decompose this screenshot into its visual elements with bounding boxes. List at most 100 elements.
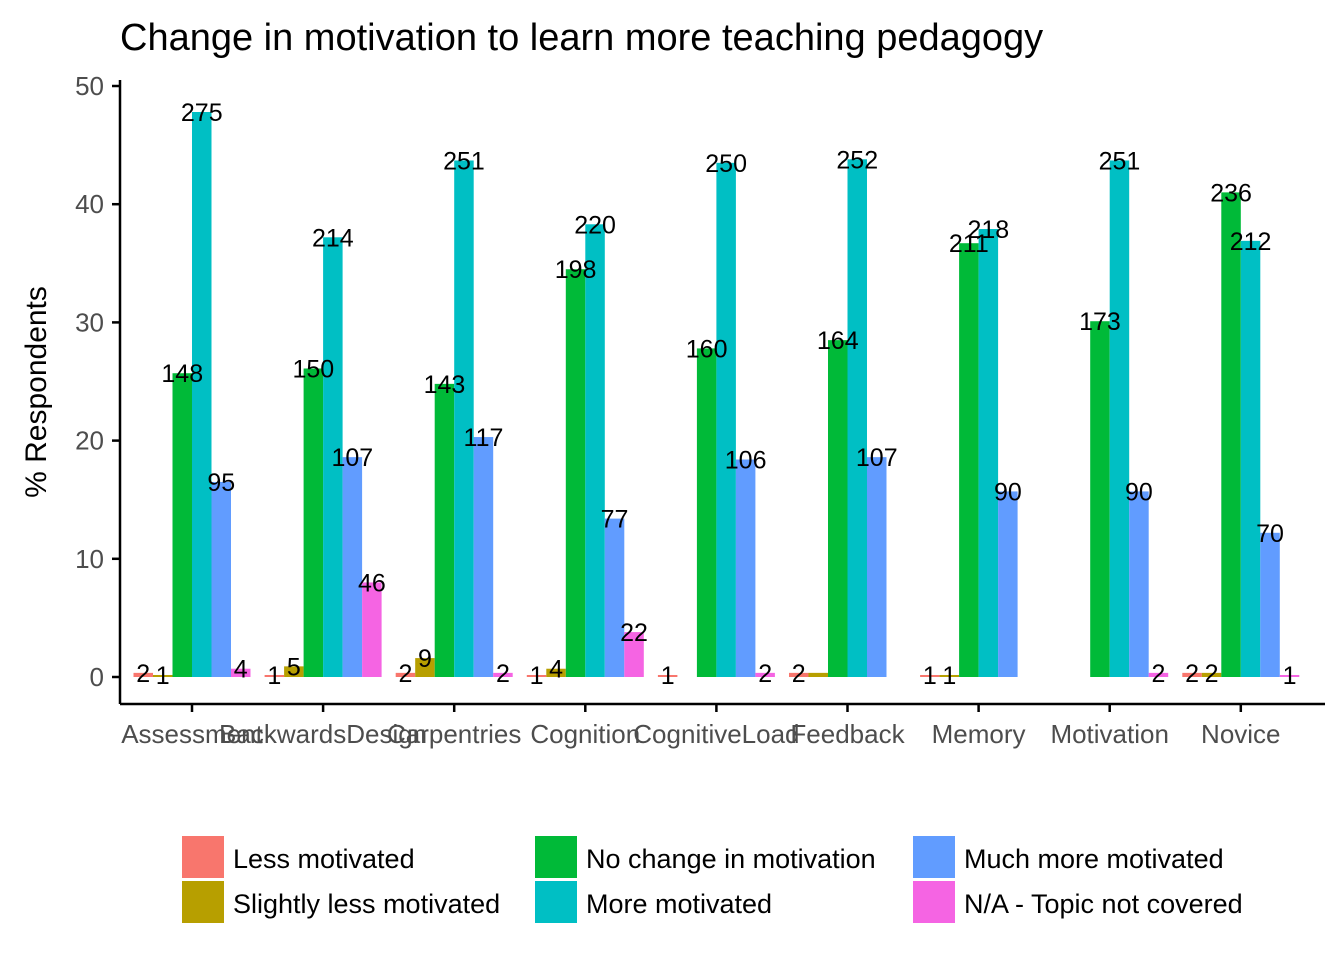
x-tick-label: Assessment [121,719,263,749]
data-label: 250 [705,150,747,178]
data-label: 252 [836,146,878,174]
bar [231,668,251,677]
data-label: 70 [1256,520,1284,548]
legend: Less motivated Slightly less motivated No … [182,836,1243,923]
data-label: 173 [1079,308,1121,336]
data-label: 214 [312,224,354,252]
data-label: 77 [601,506,629,534]
bar [1109,160,1130,677]
data-label: 251 [1099,147,1141,175]
data-label: 1 [267,662,281,690]
bar [342,457,363,677]
bar [735,459,756,677]
data-label: 1 [661,662,675,690]
bar [624,632,644,677]
y-tick-label: 30 [75,307,104,337]
data-label: 212 [1230,228,1272,256]
bar [323,237,343,677]
data-label: 164 [817,327,859,355]
y-tick-label: 0 [90,662,104,692]
data-label: 2 [792,660,806,688]
bar [303,368,324,677]
bar [847,159,867,677]
bar [211,481,231,677]
data-label: 5 [287,653,301,681]
bar [604,518,625,677]
bar [657,674,678,677]
bar [172,373,192,677]
bar [415,658,435,677]
y-tick-label: 20 [75,426,104,456]
x-tick-label: CognitiveLoad [633,719,799,749]
bar [867,457,887,677]
data-label: 2 [758,660,772,688]
legend-label: Slightly less motivated [233,889,500,919]
data-label: 275 [181,99,223,127]
data-label: 117 [464,424,504,452]
data-label: 22 [620,619,648,647]
bar [1201,672,1222,677]
bar [1260,532,1280,677]
legend-swatch [182,836,224,878]
x-tick-label: Novice [1201,719,1280,749]
legend-swatch [913,836,955,878]
data-label: 2 [398,660,412,688]
legend-swatch [182,881,224,923]
x-tick-label: Memory [932,719,1026,749]
bar [696,348,717,677]
x-tick-label: Feedback [790,719,905,749]
data-label: 107 [856,444,898,472]
data-label: 198 [555,256,597,284]
data-label: 1 [156,662,170,690]
bars [133,112,1300,678]
legend-label: N/A - Topic not covered [964,889,1243,919]
data-label: 2 [1151,660,1165,688]
bar [546,668,566,677]
x-tick-label: Cognition [530,719,640,749]
y-ticks: 0 10 20 30 40 50 [75,71,120,692]
data-label: 1 [1283,662,1297,690]
bar [1279,674,1300,677]
bar [1090,321,1110,677]
bar [362,582,382,677]
bar [978,229,999,677]
bar [1182,672,1202,677]
legend-label: Less motivated [233,844,415,874]
legend-label: Much more motivated [964,844,1224,874]
data-label: 211 [949,230,989,258]
bar [565,269,586,677]
bar [789,672,809,677]
data-label: 143 [424,371,466,399]
data-label: 1 [923,662,937,690]
bar [1240,240,1261,678]
data-label: 236 [1210,179,1252,207]
bar [1148,672,1169,677]
chart-title: Change in motivation to learn more teach… [120,17,1043,59]
data-label: 251 [443,147,485,175]
bar [716,162,736,677]
bar [1221,192,1241,677]
bar [395,672,416,677]
bar [920,674,940,677]
data-label: 220 [574,211,616,239]
bar [585,224,605,677]
bar [998,491,1018,677]
data-label: 2 [136,660,150,688]
data-label: 95 [207,469,235,497]
data-label: 218 [967,216,1009,244]
data-label: 107 [331,444,373,472]
bar [434,383,455,677]
bar [939,674,960,677]
bar [959,243,979,677]
y-tick-label: 50 [75,71,104,101]
y-tick-label: 10 [75,544,104,574]
legend-swatch [535,881,577,923]
x-tick-label: Carpentries [387,719,521,749]
y-tick-label: 40 [75,189,104,219]
bar [808,672,828,677]
data-label: 90 [994,478,1022,506]
data-label: 2 [496,660,510,688]
